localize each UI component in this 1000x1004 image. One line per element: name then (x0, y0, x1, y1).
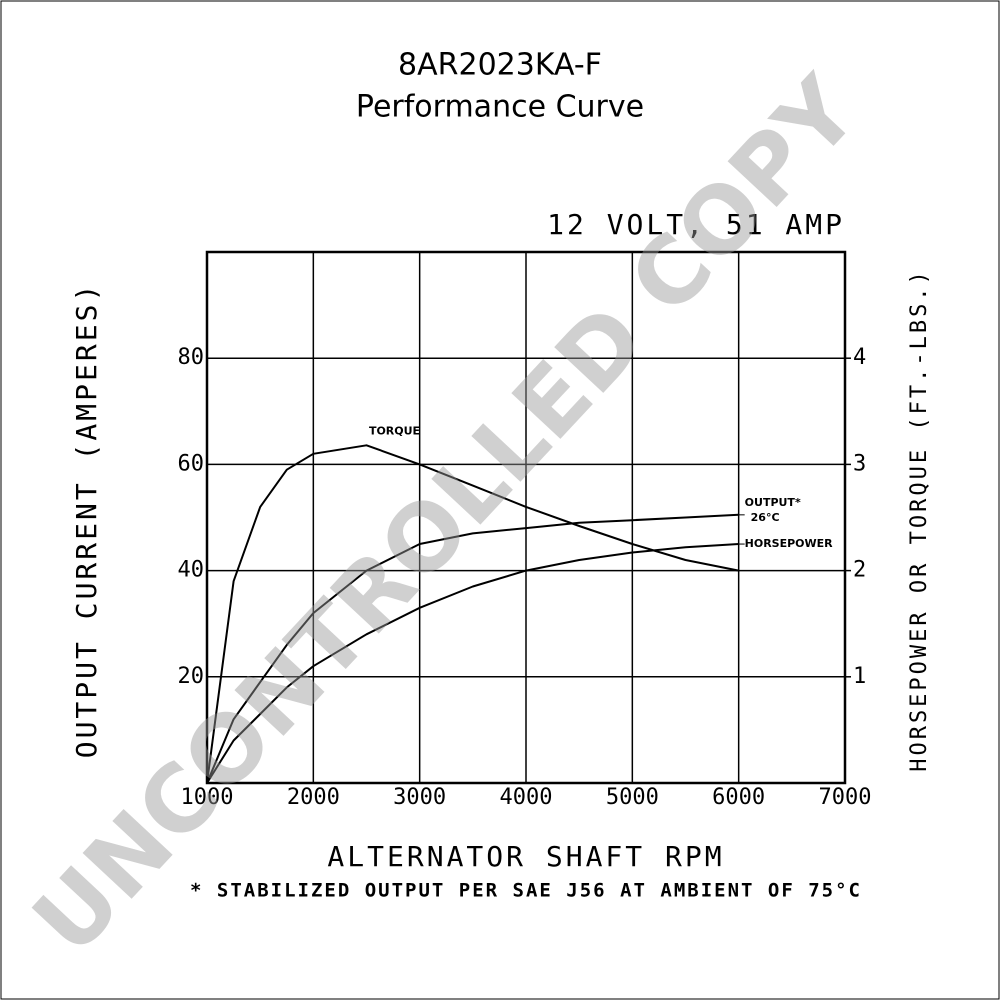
series-label: OUTPUT* (745, 496, 801, 509)
series-line (206, 513, 739, 784)
x-tick-label: 2000 (287, 785, 340, 810)
series-line (206, 444, 739, 784)
series-note: 26°C (751, 511, 780, 524)
x-tick-label: 3000 (393, 785, 446, 810)
series-line (206, 543, 739, 784)
x-tick-label: 1000 (181, 785, 234, 810)
series-label: TORQUE (369, 424, 420, 437)
y2-tick-label: 4 (853, 345, 866, 370)
rating: 12 VOLT, 51 AMP (547, 208, 845, 241)
x-tick-label: 6000 (712, 785, 765, 810)
series-label: HORSEPOWER (745, 537, 834, 550)
y2-tick-label: 3 (853, 451, 866, 476)
y-tick-label: 60 (178, 451, 205, 476)
x-tick-label: 5000 (606, 785, 659, 810)
y-tick-label: 80 (178, 345, 205, 370)
y-tick-label: 20 (178, 664, 205, 689)
chart-subtitle: Performance Curve (356, 90, 644, 125)
chart-title: 8AR2023KA-F (398, 48, 602, 83)
x-tick-label: 4000 (500, 785, 553, 810)
y2-axis-label: HORSEPOWER OR TORQUE (FT.-LBS.) (907, 268, 932, 772)
x-tick-label: 7000 (819, 785, 872, 810)
y-tick-label: 40 (178, 558, 205, 583)
y2-tick-label: 2 (853, 558, 866, 583)
x-axis-label: ALTERNATOR SHAFT RPM (327, 840, 724, 873)
y2-tick-label: 1 (853, 664, 866, 689)
y-axis-label: OUTPUT CURRENT (AMPERES) (70, 282, 103, 759)
footnote: * STABILIZED OUTPUT PER SAE J56 AT AMBIE… (190, 880, 862, 902)
